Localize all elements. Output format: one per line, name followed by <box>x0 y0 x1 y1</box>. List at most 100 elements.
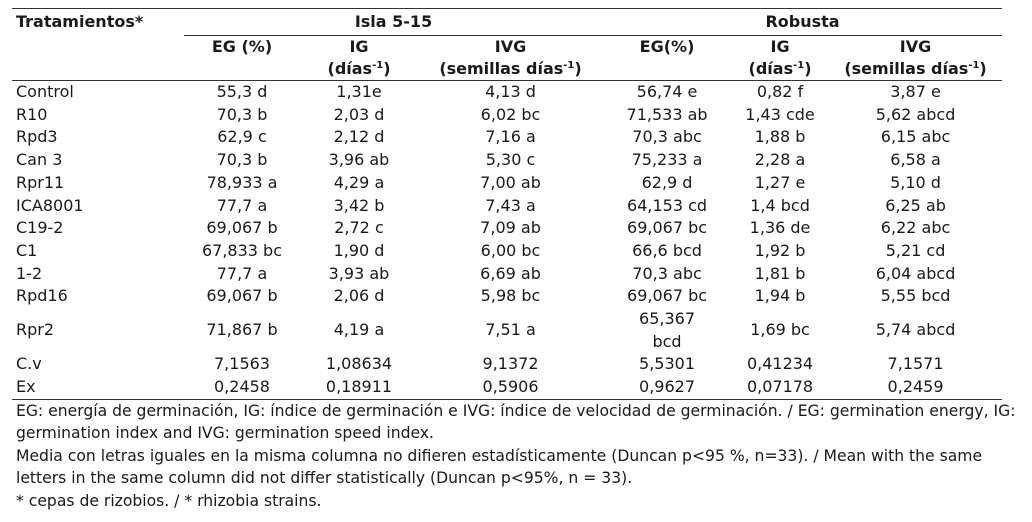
table-cell: 70,3 b <box>216 150 268 170</box>
col-header-ig-robusta: IG <box>770 37 790 56</box>
row-label: Rpd3 <box>16 127 58 147</box>
table-cell: 1,43 cde <box>745 104 815 124</box>
table-cell: 2,12 d <box>333 127 385 147</box>
table-cell: 3,42 b <box>333 195 385 215</box>
row-label: Ex <box>12 376 184 400</box>
table-cell: 3,96 ab <box>328 150 390 170</box>
table-cell: 9,1372 <box>482 354 539 374</box>
table-cell: 1,69 bc <box>750 320 810 340</box>
table-cell: 5,98 bc <box>480 286 541 306</box>
table-cell: 0,9627 <box>603 376 732 400</box>
row-label: C.v <box>16 354 42 374</box>
col-header-eg-robusta: EG(%) <box>639 37 695 56</box>
note-strains: * cepas de rizobios. / * rhizobia strain… <box>16 491 322 510</box>
results-table: Tratamientos* Isla 5-15 Robusta EG (%) I… <box>12 8 1003 400</box>
unit-ig-isla: (días-1) <box>300 58 418 81</box>
table-cell: 0,2458 <box>184 376 300 400</box>
table-cell: 7,16 a <box>485 127 536 147</box>
table-row: Rpd16 69,067 b 2,06 d 5,98 bc 69,067 bc 1,94 … <box>12 285 1002 308</box>
table-cell: 0,5906 <box>418 376 604 400</box>
row-label: Control <box>16 82 74 101</box>
table-cell: 5,74 abcd <box>875 320 956 340</box>
table-cell: 4,13 d <box>485 82 536 101</box>
table-cell: 6,04 abcd <box>875 263 956 283</box>
table-cell: 6,15 abc <box>880 127 951 147</box>
group-header-isla: Isla 5-15 <box>184 8 604 36</box>
table-cell: 5,21 cd <box>885 240 946 260</box>
table-cell: 78,933 a <box>206 172 278 192</box>
table-row: Control 55,3 d 1,31e 4,13 d 56,74 e 0,82 f 3,8… <box>12 81 1002 104</box>
table-cell: 5,5301 <box>639 354 696 374</box>
table-cell: 77,7 a <box>216 263 268 283</box>
table-cell: 7,43 a <box>485 195 536 215</box>
table-cell: 67,833 bc <box>201 240 283 260</box>
table-cell: 6,02 bc <box>480 104 541 124</box>
table-cell: 7,51 a <box>485 320 536 340</box>
group-header-robusta: Robusta <box>603 8 1003 36</box>
table-cell: 1,92 b <box>754 240 806 260</box>
table-cell: 69,067 b <box>206 286 278 306</box>
table-cell: 2,03 d <box>333 104 385 124</box>
table-row: C19-2 69,067 b 2,72 c 7,09 ab 69,067 bc 1,36 … <box>12 217 1002 240</box>
row-label: C1 <box>16 240 38 260</box>
table-cell: 7,1571 <box>887 354 944 374</box>
table-cell: 75,233 a <box>631 150 703 170</box>
table-cell: 62,9 d <box>641 172 693 192</box>
table-cell: 1,94 b <box>754 286 806 306</box>
table-cell: 0,2459 <box>829 376 1003 400</box>
table-cell: 7,00 ab <box>480 172 541 192</box>
table-cell: 5,55 bcd <box>880 286 951 306</box>
row-label: Rpr2 <box>16 320 55 340</box>
table-row: Can 3 70,3 b 3,96 ab 5,30 c 75,233 a 2,28 a 6,… <box>12 149 1002 172</box>
table-cell: 6,58 a <box>890 150 941 170</box>
row-label: Rpd16 <box>16 286 68 306</box>
note-statistics: Media con letras iguales en la misma col… <box>16 446 983 488</box>
table-cell: 71,533 ab <box>626 104 708 124</box>
table-notes: EG: energía de germinación, IG: índice d… <box>16 400 1021 512</box>
table-cell: 6,69 ab <box>480 263 541 283</box>
note-abbreviations: EG: energía de germinación, IG: índice d… <box>16 402 1016 443</box>
row-label: Can 3 <box>16 150 63 170</box>
table-cell: 0,41234 <box>746 354 814 374</box>
table-row: Rpr2 71,867 b 4,19 a 7,51 a 65,367 bcd 1,69 bc… <box>12 308 1002 353</box>
table-cell: 69,067 b <box>206 218 278 238</box>
table-row: C1 67,833 bc 1,90 d 6,00 bc 66,6 bcd 1,92 b 5,… <box>12 240 1002 263</box>
table-cell: 1,27 e <box>754 172 806 192</box>
table-cell: 5,30 c <box>485 150 536 170</box>
unit-ivg-isla: (semillas días-1) <box>418 58 604 81</box>
table-cell: 1,81 b <box>754 263 806 283</box>
col-header-ivg-robusta: IVG <box>899 37 932 56</box>
table-cell: 0,82 f <box>756 82 804 101</box>
table-cell: 69,067 bc <box>627 218 708 238</box>
table-cell: 3,93 ab <box>328 263 390 283</box>
table-cell: 4,29 a <box>333 172 385 192</box>
table-cell: 71,867 b <box>206 320 278 340</box>
table-cell: 77,7 a <box>216 195 268 215</box>
table-row: Ex 0,2458 0,18911 0,5906 0,9627 0,07178 0,2459 <box>12 376 1003 400</box>
unit-ig-robusta: (días-1) <box>731 58 830 81</box>
table-cell: 55,3 d <box>216 82 268 101</box>
col-header-ivg-isla: IVG <box>494 37 527 56</box>
table-cell: 66,6 bcd <box>632 240 702 260</box>
table-cell: 0,18911 <box>300 376 418 400</box>
table-cell: 70,3 b <box>216 104 268 124</box>
table-cell: 2,06 d <box>333 286 385 306</box>
table-row: ICA8001 77,7 a 3,42 b 7,43 a 64,153 cd 1,4 bc… <box>12 195 1002 218</box>
table-cell: 1,31e <box>336 82 382 101</box>
unit-ivg-robusta: (semillas días-1) <box>829 58 1003 81</box>
col-header-eg-isla: EG (%) <box>211 37 273 56</box>
table-cell: 7,09 ab <box>480 218 541 238</box>
table-cell: 65,367 bcd <box>639 309 696 351</box>
table-row: R10 70,3 b 2,03 d 6,02 bc 71,533 ab 1,43 cde 5… <box>12 104 1002 127</box>
table-cell: 2,72 c <box>334 218 384 238</box>
table-cell: 1,36 de <box>749 218 811 238</box>
table-cell: 62,9 c <box>217 127 267 147</box>
table-cell: 70,3 abc <box>632 263 702 283</box>
table-cell: 1,08634 <box>325 354 393 374</box>
col-header-ig-isla: IG <box>349 37 369 56</box>
table-row: Rpr11 78,933 a 4,29 a 7,00 ab 62,9 d 1,27 e 5,… <box>12 172 1002 195</box>
row-label: R10 <box>16 104 48 124</box>
row-label: ICA8001 <box>16 195 84 215</box>
table-cell: 6,25 ab <box>885 195 946 215</box>
table-cell: 5,10 d <box>890 172 941 192</box>
